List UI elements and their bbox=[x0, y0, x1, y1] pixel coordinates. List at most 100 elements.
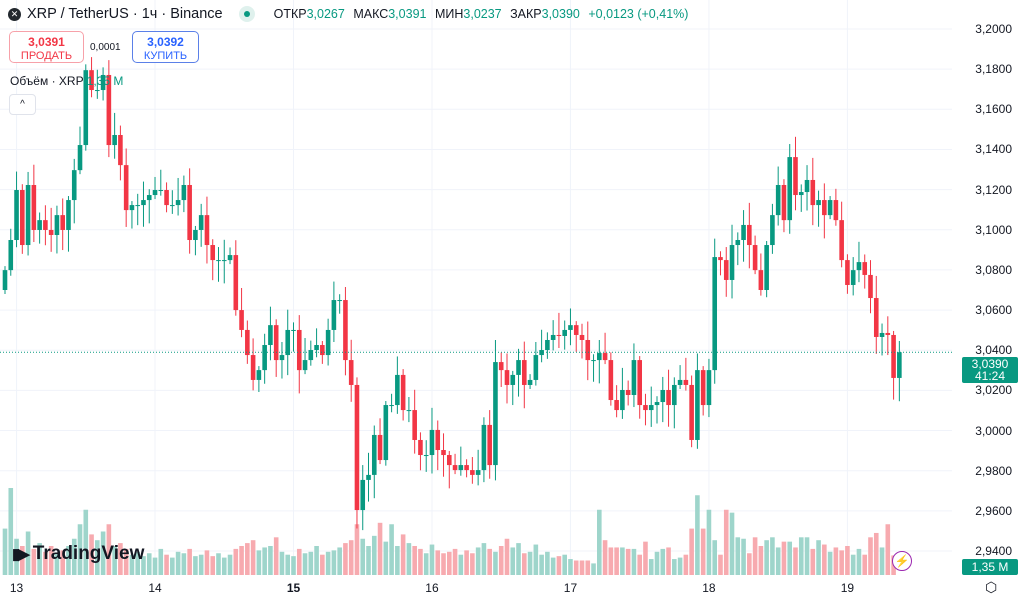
candle-body bbox=[285, 329, 291, 356]
candle-body bbox=[302, 360, 308, 371]
volume-bar bbox=[14, 538, 19, 575]
volume-bar bbox=[354, 524, 360, 575]
candle-body bbox=[522, 360, 527, 385]
volume-bar bbox=[296, 548, 302, 575]
price-axis-label: 3,1200 bbox=[975, 182, 1012, 197]
volume-bar bbox=[845, 546, 850, 575]
price-axis-label: 3,0200 bbox=[975, 383, 1012, 398]
lightning-icon[interactable]: ⚡ bbox=[892, 551, 912, 571]
candle-body bbox=[891, 334, 896, 378]
candle-body bbox=[458, 465, 464, 471]
volume-bar bbox=[822, 544, 827, 575]
candle-body bbox=[377, 434, 383, 461]
candle-body bbox=[325, 329, 331, 356]
volume-bar bbox=[545, 551, 550, 575]
volume-bar bbox=[429, 544, 435, 575]
volume-bar bbox=[735, 537, 741, 575]
tradingview-logo[interactable]: ▮▶ TradingView bbox=[12, 543, 144, 565]
last-price: 3,0390 bbox=[971, 357, 1009, 371]
volume-bar bbox=[8, 488, 14, 575]
volume-legend[interactable]: Объём · XRP 1,35 M bbox=[10, 74, 123, 88]
settings-gear-icon[interactable]: ⬡ bbox=[985, 579, 998, 595]
volume-bar bbox=[700, 528, 706, 575]
candle-body bbox=[354, 384, 360, 511]
candle-body bbox=[2, 270, 8, 291]
candle-body bbox=[897, 352, 902, 378]
candle-body bbox=[614, 400, 619, 411]
candle-body bbox=[366, 474, 371, 480]
symbol-title[interactable]: XRP / TetherUS · 1ч · Binance bbox=[27, 6, 223, 22]
candle-body bbox=[389, 405, 394, 407]
candle-body bbox=[822, 200, 827, 216]
candle-body bbox=[100, 74, 106, 91]
candle-body bbox=[833, 200, 839, 221]
volume-bar bbox=[60, 550, 65, 575]
candle-body bbox=[395, 374, 400, 406]
candle-body bbox=[245, 329, 250, 356]
buy-button[interactable]: 3,0392 КУПИТЬ bbox=[132, 31, 199, 63]
candle-body bbox=[493, 362, 498, 466]
candle-body bbox=[764, 245, 769, 291]
candle-body bbox=[418, 439, 423, 456]
candle-body bbox=[296, 329, 302, 371]
candle-body bbox=[435, 429, 441, 451]
price-axis-label: 2,9400 bbox=[975, 544, 1012, 558]
candle-body bbox=[8, 240, 14, 271]
volume-bar bbox=[320, 554, 325, 575]
candle-body bbox=[787, 157, 793, 221]
sell-button[interactable]: 3,0391 ПРОДАТЬ bbox=[9, 31, 84, 63]
volume-bar bbox=[487, 548, 492, 575]
market-status-icon[interactable] bbox=[238, 6, 255, 22]
candle-body bbox=[498, 362, 504, 371]
candle-body bbox=[400, 374, 406, 411]
candle-body bbox=[118, 135, 123, 166]
volume-bar bbox=[221, 557, 227, 575]
volume-bar bbox=[741, 538, 746, 575]
volume-bar bbox=[268, 546, 273, 575]
volume-bar bbox=[573, 560, 579, 575]
volume-bar bbox=[181, 553, 187, 575]
volume-bar bbox=[510, 547, 516, 575]
candle-body bbox=[845, 260, 850, 285]
candle-body bbox=[37, 220, 42, 230]
candle-body bbox=[95, 90, 100, 92]
collapse-legend-button[interactable]: ^ bbox=[9, 94, 36, 115]
volume-bar bbox=[839, 550, 844, 575]
volume-bar bbox=[89, 534, 94, 575]
candle-body bbox=[856, 262, 862, 271]
candle-body bbox=[60, 215, 65, 230]
volume-bar bbox=[527, 551, 533, 575]
candle-body bbox=[112, 135, 117, 146]
candle-body bbox=[481, 424, 487, 471]
volume-bar bbox=[885, 524, 891, 575]
volume-bar bbox=[48, 546, 54, 575]
volume-bar bbox=[245, 543, 250, 575]
volume-bar bbox=[781, 541, 787, 575]
volume-bar bbox=[423, 553, 429, 575]
candle-body bbox=[868, 274, 873, 299]
volume-bar bbox=[666, 547, 671, 575]
volume-bar bbox=[718, 554, 723, 575]
volume-bar bbox=[337, 547, 342, 575]
volume-bar bbox=[516, 543, 521, 575]
candle-body bbox=[152, 190, 158, 196]
volume-bar bbox=[239, 546, 244, 575]
candle-body bbox=[804, 179, 810, 193]
candle-body bbox=[221, 260, 227, 262]
candle-body bbox=[620, 389, 625, 411]
time-axis-label: 14 bbox=[148, 581, 162, 595]
volume-bar bbox=[118, 543, 123, 575]
candle-body bbox=[291, 329, 296, 331]
candle-body bbox=[839, 220, 844, 261]
volume-bar bbox=[620, 547, 625, 575]
candle-body bbox=[556, 334, 562, 336]
volume-bar bbox=[787, 541, 793, 575]
volume-bar bbox=[100, 531, 106, 575]
candle-body bbox=[885, 332, 891, 335]
ohlc-close-label: ЗАКР bbox=[510, 7, 542, 21]
volume-bar bbox=[95, 540, 100, 575]
candle-body bbox=[187, 184, 192, 241]
candle-body bbox=[850, 270, 856, 285]
tradingview-mark-icon: ▮▶ bbox=[12, 546, 30, 563]
